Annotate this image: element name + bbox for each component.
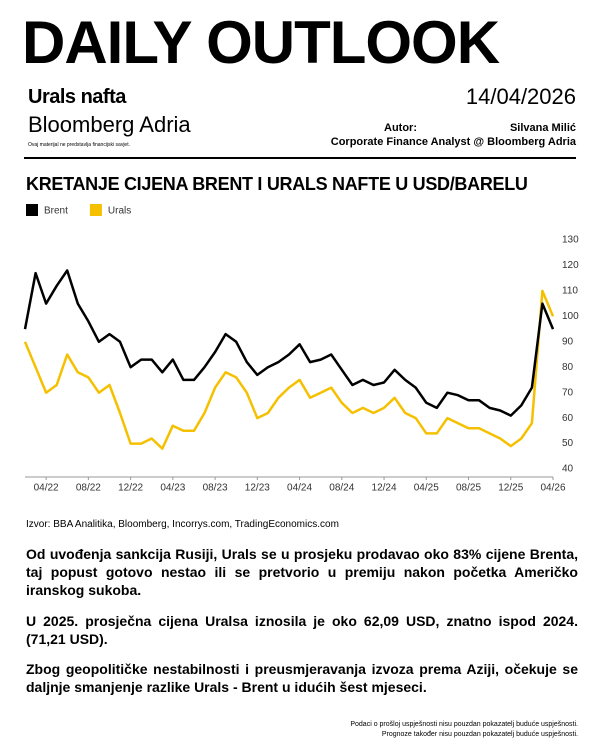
date: 14/04/2026 [465,84,576,109]
chart: Brent Urals 40 50 60 70 80 90 100 110 120 130 04/22 0… [23,204,579,494]
x-tick-label: 08/25 [456,483,481,494]
author-role: Corporate Finance Analyst @ Bloomberg Ad… [330,136,576,148]
x-tick-label: 04/24 [287,483,312,494]
author-label: Autor: [384,122,417,134]
x-tick-label: 04/22 [34,483,59,494]
series-line [23,269,555,417]
paragraph: Zbog geopolitičke nestabilnosti i preusm… [26,661,578,695]
series-line [23,289,555,450]
x-tick-label: 04/26 [540,483,565,494]
x-tick-label: 12/24 [372,483,397,494]
y-tick-label: 40 [562,464,574,475]
y-tick-label: 130 [562,235,579,246]
y-tick-label: 50 [562,438,574,449]
divider [24,157,576,159]
paragraph: U 2025. prosječna cijena Uralsa iznosila… [26,613,578,647]
x-tick-label: 08/24 [329,483,354,494]
chart-title: KRETANJE CIJENA BRENT I URALS NAFTE U US… [26,174,528,194]
subtitle: Urals nafta [28,86,126,108]
legend-label: Brent [44,206,68,217]
y-tick-label: 90 [562,336,574,347]
y-tick-label: 80 [562,362,574,373]
x-tick-label: 12/22 [118,483,143,494]
paragraph: Od uvođenja sankcija Rusiji, Urals se u … [26,546,578,598]
x-tick-label: 08/22 [76,483,101,494]
x-tick-label: 04/23 [160,483,185,494]
title: DAILY OUTLOOK [22,9,500,76]
footer-note: Podaci o prošloj uspješnosti nisu pouzda… [350,721,578,728]
y-tick-label: 70 [562,387,574,398]
x-tick-label: 12/25 [498,483,523,494]
x-tick-label: 04/25 [414,483,439,494]
legend-label: Urals [108,206,131,217]
brand: Bloomberg Adria [28,112,191,137]
y-tick-label: 110 [562,286,578,297]
footer-note: Prognoze također nisu pouzdan pokazatelj… [381,731,578,738]
author-name: Silvana Milić [509,122,576,134]
y-tick-label: 100 [562,311,579,322]
x-tick-label: 08/23 [203,483,228,494]
y-tick-label: 120 [562,260,579,271]
source: Izvor: BBA Analitika, Bloomberg, Incorry… [26,519,339,530]
legend-swatch [89,204,102,216]
disclaimer: Ovaj materijal ne predstavlja financijsk… [28,142,130,148]
x-tick-label: 12/23 [245,483,270,494]
y-tick-label: 60 [562,413,574,424]
legend-swatch [26,204,38,216]
